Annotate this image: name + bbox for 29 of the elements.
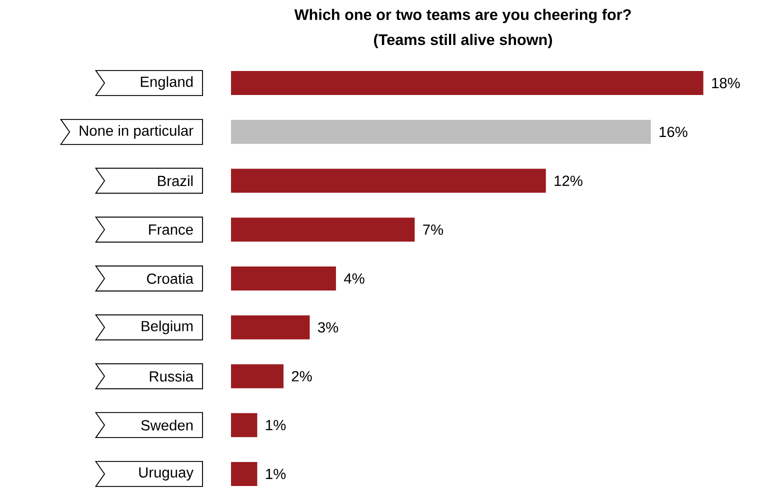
data-label: 1% — [266, 420, 286, 430]
data-label: 7% — [423, 224, 444, 235]
y-tick-label: Croatia — [147, 273, 194, 284]
y-tick-label: Sweden — [141, 420, 193, 430]
y-tick-label: Uruguay — [139, 467, 194, 481]
bar — [231, 413, 258, 438]
y-tick-label: England — [140, 76, 193, 90]
bar — [231, 168, 546, 193]
data-label: 12% — [554, 176, 582, 186]
bar — [231, 462, 258, 486]
chart-subtitle: (Teams still alive shown) — [374, 34, 552, 48]
data-label: 4% — [344, 273, 364, 284]
data-label: 16% — [660, 126, 688, 138]
y-tick-label: Brazil — [158, 175, 193, 186]
data-label: 3% — [318, 322, 338, 333]
data-label: 2% — [292, 371, 312, 382]
chart-title: Which one or two teams are you cheering for? — [294, 8, 631, 24]
bar — [231, 218, 415, 242]
bar — [231, 71, 704, 96]
y-tick-label: None in particular — [80, 125, 194, 139]
bar — [231, 364, 284, 388]
bar — [231, 266, 336, 290]
y-tick-label: Belgium — [142, 320, 193, 334]
bar — [231, 315, 310, 340]
y-tick-label: France — [149, 224, 193, 235]
bar — [231, 120, 651, 144]
data-label: 18% — [712, 78, 740, 88]
data-label: 1% — [266, 468, 286, 480]
y-tick-label: Russia — [150, 370, 194, 382]
